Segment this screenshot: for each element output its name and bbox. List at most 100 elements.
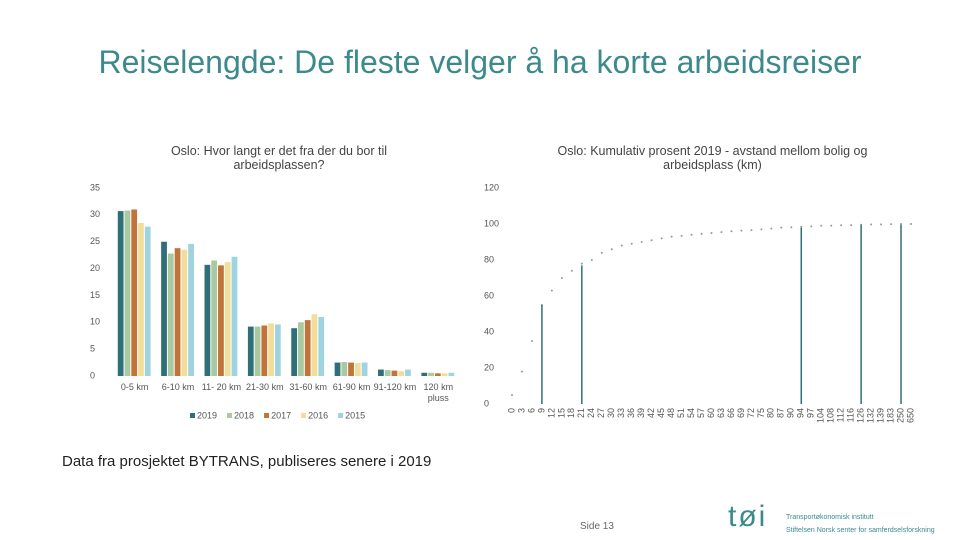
x-tick-label: 60 <box>706 408 716 418</box>
point <box>560 277 563 279</box>
y-tick-label: 120 <box>484 182 499 192</box>
x-tick-label: 87 <box>776 408 786 418</box>
point <box>880 223 883 226</box>
x-tick-label: 94 <box>796 408 806 418</box>
bar <box>441 373 448 376</box>
point <box>770 227 773 230</box>
x-tick-label: 80 <box>766 408 776 418</box>
x-tick-label: 11- 20 km <box>201 382 242 392</box>
point <box>570 269 573 272</box>
point <box>820 224 823 227</box>
point <box>580 262 583 265</box>
bar <box>211 260 218 376</box>
x-tick-label: 0-5 km <box>120 382 149 392</box>
point <box>760 228 763 231</box>
y-tick-label: 20 <box>484 362 494 372</box>
slide-title: Reiselengde: De fleste velger å ha korte… <box>98 44 862 80</box>
point <box>680 234 683 237</box>
bar <box>348 362 354 376</box>
x-tick-label: 27 <box>596 408 606 418</box>
y-tick-label: 25 <box>90 236 100 246</box>
point <box>640 241 643 243</box>
x-tick-label: 108 <box>826 408 836 423</box>
point <box>710 232 713 234</box>
y-tick-label: 30 <box>90 209 100 219</box>
bar <box>361 362 368 376</box>
point <box>750 229 753 232</box>
y-tick-label: 40 <box>484 326 494 336</box>
x-tick-label: 18 <box>566 408 576 418</box>
x-tick-label: 48 <box>666 408 676 418</box>
point <box>511 394 513 396</box>
legend-label: 2018 <box>234 410 254 420</box>
y-tick-label: 5 <box>90 344 95 354</box>
x-tick-label: 39 <box>636 408 646 418</box>
bar <box>318 316 325 376</box>
bar <box>428 372 434 376</box>
bar <box>268 323 274 376</box>
bar <box>117 211 124 376</box>
point <box>870 223 873 226</box>
x-tick-label: 33 <box>616 408 626 418</box>
legend-label: 2017 <box>271 410 291 420</box>
bar <box>405 369 411 376</box>
bar <box>224 262 231 376</box>
x-tick-label: 91-120 km <box>373 382 417 392</box>
bar <box>274 324 281 376</box>
bar <box>434 373 441 376</box>
bar <box>384 370 391 376</box>
x-tick-label: 63 <box>716 408 726 418</box>
point <box>840 224 843 227</box>
point <box>850 224 853 227</box>
x-tick-label: 120 km pluss <box>423 382 454 403</box>
bar <box>167 253 174 376</box>
point <box>790 226 793 229</box>
x-tick-label: 183 <box>885 408 895 423</box>
bar <box>334 362 341 376</box>
legend-swatch <box>190 413 195 418</box>
point <box>720 231 723 234</box>
point <box>590 259 593 261</box>
point <box>740 229 743 232</box>
bar <box>378 369 384 376</box>
bar <box>188 243 194 376</box>
x-tick-label: 30 <box>606 408 616 418</box>
x-tick-label: 139 <box>875 408 885 423</box>
x-tick-label: 3 <box>516 408 526 413</box>
point <box>700 232 703 235</box>
legend-label: 2016 <box>308 410 328 420</box>
point <box>620 244 623 247</box>
x-tick-label: 51 <box>676 408 686 418</box>
y-tick-label: 10 <box>90 317 100 327</box>
legend-swatch <box>227 413 233 418</box>
point <box>730 230 733 233</box>
x-tick-label: 97 <box>806 408 816 418</box>
chart-title: Oslo: Hvor langt er det fra der du bor t… <box>170 144 388 172</box>
bar <box>354 363 361 376</box>
bar <box>261 325 268 376</box>
bar <box>131 209 138 376</box>
bar <box>448 372 455 376</box>
bar <box>161 241 167 376</box>
x-tick-label: 6 <box>526 408 536 413</box>
bar <box>341 362 348 376</box>
y-tick-label: 35 <box>90 182 100 192</box>
x-tick-label: 12 <box>546 408 556 418</box>
x-tick-label: 54 <box>686 408 696 418</box>
bar <box>304 320 311 376</box>
x-tick-label: 650 <box>905 408 915 423</box>
bar <box>204 264 211 376</box>
x-tick-label: 24 <box>586 408 596 418</box>
footnote: Data fra prosjektet BYTRANS, publiseres … <box>62 453 432 470</box>
y-tick-label: 100 <box>484 218 499 228</box>
legend-swatch <box>301 413 307 418</box>
bar <box>254 326 261 376</box>
legend-swatch <box>338 413 344 418</box>
y-tick-label: 0 <box>90 370 95 380</box>
x-tick-label: 66 <box>726 408 736 418</box>
legend-label: 2015 <box>345 410 365 420</box>
bar <box>231 256 238 376</box>
logo-text: Stiftelsen Norsk senter for samferdselsf… <box>786 527 935 534</box>
bar <box>421 372 428 376</box>
